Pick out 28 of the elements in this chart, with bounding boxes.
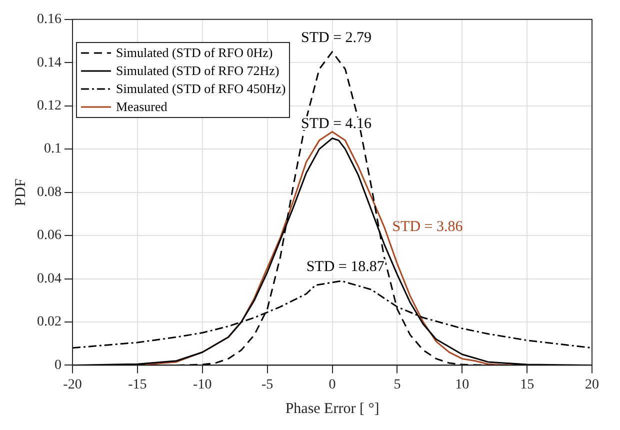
y-tick-label: 0.14 [37, 55, 62, 70]
x-tick-label: 0 [328, 377, 336, 392]
legend-label: Measured [116, 98, 168, 116]
x-tick-label: -20 [63, 377, 82, 392]
y-tick-label: 0.04 [37, 271, 62, 286]
x-tick-label: -5 [261, 377, 274, 392]
x-tick-label: -15 [128, 377, 147, 392]
y-tick-label: 0.16 [37, 12, 62, 28]
x-tick-label: 10 [455, 377, 470, 392]
x-tick-label: 5 [394, 377, 401, 392]
annotation: STD = 4.16 [300, 116, 372, 132]
y-tick-label: 0.02 [37, 314, 62, 330]
annotation: STD = 2.79 [300, 30, 372, 46]
x-tick-label: 20 [585, 377, 599, 392]
y-tick-label: 0 [54, 358, 62, 373]
legend-label: Simulated (STD of RFO 450Hz) [116, 80, 286, 98]
x-tick-label: -10 [193, 377, 212, 392]
y-tick-label: 0.06 [37, 228, 62, 244]
y-tick-label: 0.1 [44, 142, 62, 157]
x-axis-title: Phase Error [ °] [285, 400, 380, 417]
annotation: STD = 18.87 [306, 258, 385, 275]
annotation: STD = 3.86 [392, 218, 464, 235]
legend-label: Simulated (STD of RFO 0Hz) [116, 44, 273, 62]
legend-label: Simulated (STD of RFO 72Hz) [116, 62, 280, 80]
y-axis-title: PDF [12, 178, 29, 206]
x-tick-label: 15 [520, 377, 534, 392]
y-tick-label: 0.08 [37, 184, 62, 200]
y-tick-label: 0.12 [37, 98, 62, 114]
